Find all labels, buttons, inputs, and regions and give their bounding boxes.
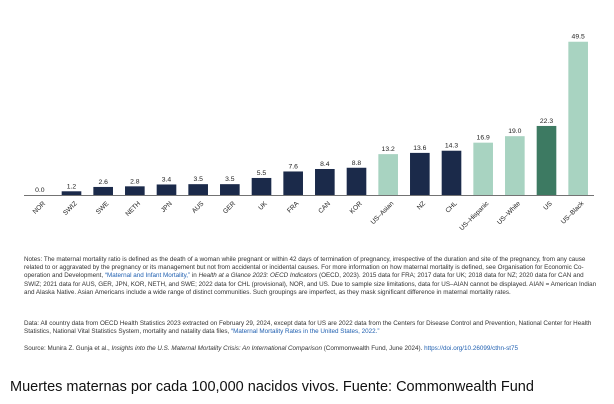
value-label-ger: 3.5 (225, 176, 235, 183)
source-link[interactable]: https://doi.org/10.26099/cthn-st75 (424, 345, 518, 352)
tick-label-us-black: US–Black (560, 200, 586, 226)
bar-uk (251, 177, 272, 195)
bar-swe (93, 186, 113, 195)
source-italic: Insights into the U.S. Maternal Mortalit… (111, 345, 322, 352)
value-label-aus: 3.5 (193, 176, 203, 183)
bar-chart: 0.0 NOR 1.2 SWIZ 2.6 SWE 2.8 NETH 3.4 JPN 3.5 AUS 3.… (24, 34, 594, 232)
chart-area: 0.0 NOR 1.2 SWIZ 2.6 SWE 2.8 NETH 3.4 JPN 3.5 AUS 3.… (24, 34, 594, 232)
source-text: Source: Munira Z. Gunja et al., Insights… (24, 345, 600, 353)
source-part1: Source: Munira Z. Gunja et al., (24, 345, 112, 352)
bar-us-black (568, 41, 588, 195)
tick-label-us: US (542, 200, 554, 212)
bar-fra (283, 171, 303, 195)
tick-label-swiz: SWIZ (62, 200, 79, 217)
bar-swiz (61, 191, 82, 195)
bar-kor (346, 167, 367, 195)
bar-us (536, 125, 557, 195)
source-part2: (Commonwealth Fund, June 2024). (321, 345, 425, 352)
bar-aus (188, 184, 208, 195)
data-note-text: Data: All country data from OECD Health … (24, 320, 600, 336)
data-note-link[interactable]: “Maternal Mortality Rates in the United … (231, 328, 380, 336)
notes-italic: Health at a Glance 2023: OECD Indicators (198, 272, 318, 280)
tick-label-fra: FRA (286, 200, 301, 215)
tick-label-us-asian: US–Asian (370, 200, 396, 226)
value-label-swiz: 1.2 (67, 183, 77, 190)
notes-part2: in (190, 272, 199, 280)
value-label-us-asian: 13.2 (382, 146, 395, 153)
bar-us-asian (378, 154, 398, 195)
bar-us-hispanic (473, 142, 493, 195)
tick-label-kor: KOR (349, 200, 364, 215)
value-label-us-white: 19.0 (508, 128, 521, 135)
bar-neth (125, 186, 145, 195)
figure-caption: Muertes maternas por cada 100,000 nacido… (10, 379, 534, 395)
value-label-nz: 13.6 (413, 145, 426, 152)
value-label-chl: 14.3 (445, 143, 458, 150)
tick-label-swe: SWE (95, 200, 111, 216)
bar-ger (220, 184, 240, 195)
value-label-neth: 2.8 (130, 178, 140, 185)
value-label-swe: 2.6 (98, 179, 108, 186)
bar-us-white (505, 136, 525, 195)
tick-label-nz: NZ (416, 200, 427, 211)
bar-chl (441, 150, 462, 195)
value-label-can: 8.4 (320, 161, 330, 168)
tick-label-aus: AUS (191, 200, 206, 215)
tick-label-us-hispanic: US–Hispanic (459, 200, 491, 232)
notes-part1: Notes: The maternal mortality ratio is d… (24, 256, 586, 280)
tick-label-chl: CHL (444, 200, 459, 215)
value-label-kor: 8.8 (352, 160, 362, 167)
notes-link[interactable]: “Maternal and Infant Mortality,” (104, 272, 191, 280)
notes-part3: (OECD, 2023). 2015 data for FRA; 2017 da… (24, 272, 597, 296)
value-label-uk: 5.5 (257, 170, 267, 177)
bar-nz (410, 152, 430, 195)
value-label-us: 22.3 (540, 118, 553, 125)
value-label-us-black: 49.5 (572, 34, 585, 41)
value-label-fra: 7.6 (288, 163, 298, 170)
value-label-us-hispanic: 16.9 (477, 135, 490, 142)
value-label-nor: 0.0 (35, 187, 45, 194)
tick-label-jpn: JPN (160, 200, 174, 214)
tick-label-uk: UK (257, 200, 269, 212)
value-label-jpn: 3.4 (162, 176, 172, 183)
tick-label-nor: NOR (32, 200, 47, 215)
bar-jpn (156, 184, 177, 195)
notes-text: Notes: The maternal mortality ratio is d… (24, 256, 600, 297)
tick-label-ger: GER (222, 200, 237, 215)
tick-label-can: CAN (317, 200, 332, 215)
data-note-part1: Data: All country data from OECD Health … (24, 320, 592, 336)
tick-label-neth: NETH (124, 200, 142, 218)
bar-can (315, 168, 335, 195)
tick-label-us-white: US–White (496, 200, 522, 226)
